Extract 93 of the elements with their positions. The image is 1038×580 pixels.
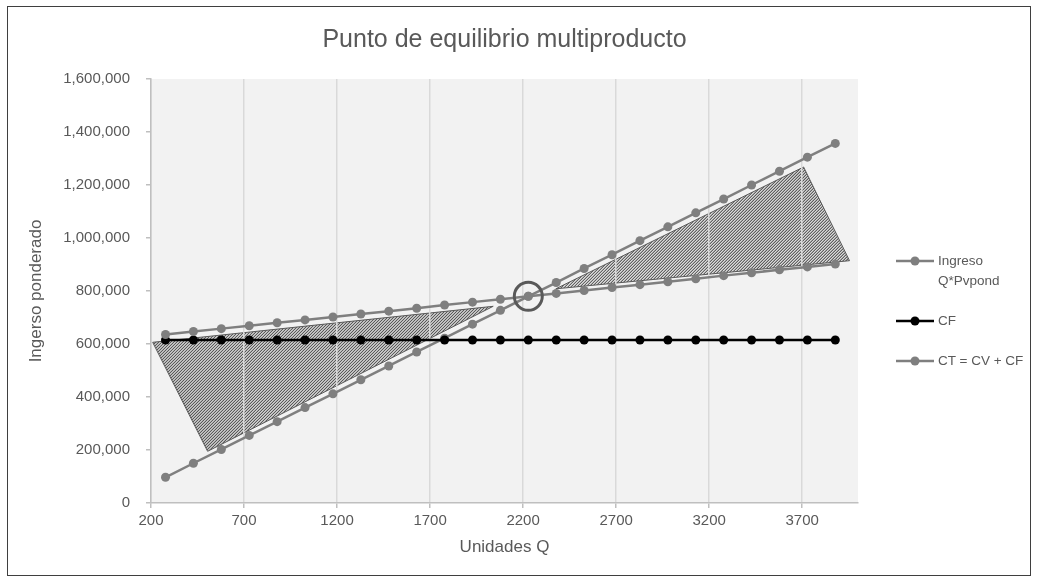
point (691, 274, 701, 284)
point (412, 335, 422, 345)
point (802, 152, 812, 162)
point (356, 309, 366, 319)
point (774, 166, 784, 176)
point (635, 280, 645, 290)
point (495, 335, 505, 345)
x-tick-label: 700 (231, 511, 257, 529)
point (523, 335, 533, 345)
point (579, 285, 589, 295)
point (830, 335, 840, 345)
point (719, 271, 729, 281)
point (300, 335, 310, 345)
legend-label: Ingreso Q*Pvpond (938, 252, 1001, 290)
point (384, 306, 394, 316)
point (774, 335, 784, 345)
point (188, 458, 198, 468)
point (328, 312, 338, 322)
point (663, 277, 673, 287)
y-tick-label: 0 (121, 493, 130, 511)
point (691, 208, 701, 218)
point (607, 283, 617, 293)
point (356, 335, 366, 345)
point (244, 321, 254, 331)
point (468, 335, 477, 345)
point (719, 194, 729, 204)
point (747, 268, 757, 278)
point (607, 335, 617, 345)
point (244, 430, 254, 440)
point (272, 318, 282, 328)
y-tick-label: 1,600,000 (63, 69, 130, 87)
point (188, 327, 198, 337)
point (774, 265, 784, 275)
x-tick-label: 3700 (785, 511, 819, 529)
point (495, 294, 505, 304)
x-tick-label: 2200 (506, 511, 540, 529)
point (161, 329, 171, 339)
point (635, 335, 645, 345)
x-tick-label: 1700 (413, 511, 447, 529)
point (830, 138, 840, 148)
legend-label: CT = CV + CF (938, 352, 1025, 370)
y-tick-label: 600,000 (75, 334, 130, 352)
point (412, 303, 422, 313)
point (719, 335, 729, 345)
point (244, 335, 254, 345)
point (607, 250, 617, 260)
legend-label: CF (938, 312, 957, 330)
x-tick-label: 2700 (599, 511, 633, 529)
x-tick-label: 200 (138, 511, 164, 529)
chart-title: Punto de equilibrio multiproducto (322, 23, 687, 52)
point (328, 335, 338, 345)
point (468, 319, 477, 329)
y-tick-label: 1,000,000 (63, 228, 130, 246)
y-tick-label: 400,000 (75, 387, 130, 405)
point (663, 222, 673, 232)
point (691, 335, 701, 345)
point (272, 417, 282, 427)
point (551, 288, 561, 298)
point (188, 335, 198, 345)
y-tick-label: 1,400,000 (63, 122, 130, 140)
point (440, 300, 450, 310)
point (300, 403, 310, 413)
point (747, 180, 757, 190)
point (216, 444, 226, 454)
point (495, 305, 505, 315)
x-tick-label: 1200 (320, 511, 354, 529)
y-tick-label: 800,000 (75, 281, 130, 299)
point (551, 278, 561, 288)
y-tick-label: 200,000 (75, 440, 130, 458)
point (161, 472, 171, 482)
point (328, 389, 338, 399)
point (216, 335, 226, 345)
y-axis-title: Ingerso ponderado (25, 219, 45, 363)
point (802, 262, 812, 272)
point (747, 335, 757, 345)
point (384, 361, 394, 371)
point (635, 236, 645, 246)
point (663, 335, 673, 345)
point (300, 315, 310, 325)
point (468, 297, 477, 307)
point (216, 324, 226, 334)
point (802, 335, 812, 345)
point (579, 335, 589, 345)
point (356, 375, 366, 385)
x-tick-label: 3200 (692, 511, 726, 529)
y-tick-label: 1,200,000 (63, 175, 130, 193)
point (551, 335, 561, 345)
x-axis-title: Unidades Q (459, 537, 550, 557)
point (412, 347, 422, 357)
point (579, 263, 589, 273)
point (272, 335, 282, 345)
point (384, 335, 394, 345)
point (830, 259, 840, 269)
